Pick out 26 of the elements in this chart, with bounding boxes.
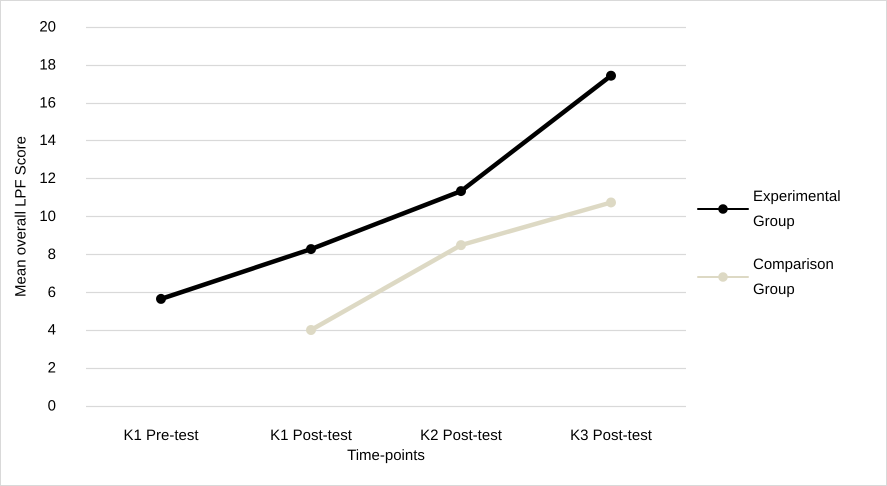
x-tick-label: K2 Post-test	[420, 427, 503, 444]
point	[306, 244, 316, 254]
x-tick-label: K1 Post-test	[270, 427, 353, 444]
y-tick-label: 4	[48, 322, 56, 339]
y-tick-label: 18	[39, 56, 56, 74]
point	[606, 197, 616, 208]
y-tick-label: 14	[39, 132, 56, 150]
legend-label: Experimental Group	[753, 188, 845, 230]
y-tick-label: 8	[48, 246, 56, 263]
x-tick-label: K1 Pre-test	[123, 427, 200, 444]
point	[156, 294, 166, 304]
y-tick-label: 2	[48, 360, 56, 377]
y-tick-label: 0	[48, 398, 56, 414]
point	[306, 325, 316, 336]
y-tick-label: 20	[39, 18, 56, 36]
point	[456, 186, 466, 196]
y-tick-label: 16	[39, 94, 56, 112]
point	[456, 240, 466, 250]
x-axis-title: Time-points	[347, 446, 425, 464]
y-tick-label: 12	[39, 170, 56, 188]
y-tick-label: 10	[39, 208, 56, 225]
legend-label: Comparison Group	[753, 256, 838, 298]
x-tick-label: K3 Post-test	[570, 427, 653, 444]
y-tick-label: 6	[48, 284, 56, 301]
point	[606, 70, 616, 81]
y-axis-title: Mean overall LPF Score	[12, 136, 30, 297]
